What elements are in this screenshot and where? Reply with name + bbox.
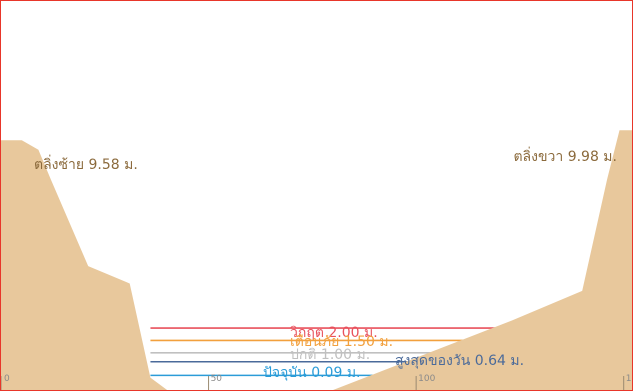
x-tick-label: 50 [211,374,223,384]
water-level-labels: วิกฤต 2.00 ม.เตือนภัย 1.50 ม.ปกติ 1.00 ม… [263,325,524,381]
level-label-normal: ปกติ 1.00 ม. [290,347,370,363]
x-tick-label: 0 [4,374,10,384]
level-label-current: ปัจจุบัน 0.09 ม. [263,365,361,381]
level-label-warning: เตือนภัย 1.50 ม. [290,334,393,350]
riverbank-terrain [1,130,632,390]
bank-labels: ตลิ่งซ้าย 9.58 ม. ตลิ่งขวา 9.98 ม. [34,147,617,173]
x-tick-label: 100 [418,374,435,384]
right-bank-label: ตลิ่งขวา 9.98 ม. [513,147,617,165]
level-label-critical: วิกฤต 2.00 ม. [290,325,378,341]
left-bank-label: ตลิ่งซ้าย 9.58 ม. [34,155,138,173]
x-axis-ticks: 0 50 100 150 [1,374,632,390]
level-label-daily_max: สูงสุดของวัน 0.64 ม. [395,353,524,369]
x-tick-label: 150 [626,374,632,384]
